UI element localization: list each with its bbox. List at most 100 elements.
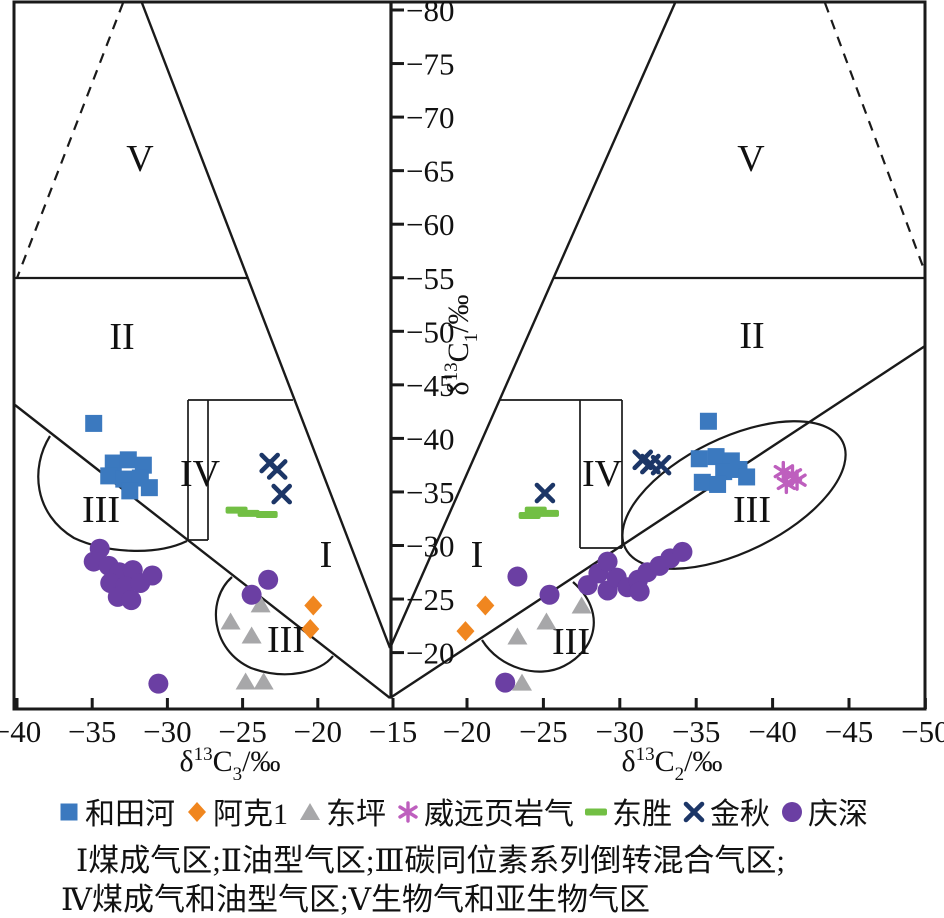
- point-square-left: [104, 454, 122, 472]
- caption-line-1: Ⅰ煤成气区;Ⅱ油型气区;Ⅲ碳同位素系列倒转混合气区;: [76, 843, 786, 878]
- point-square-right: [690, 450, 708, 468]
- circle-legend-icon: [782, 802, 802, 822]
- legend-label: 东胜: [612, 798, 672, 831]
- axis-ticks: [15, 8, 927, 709]
- y-tick-label: −45: [406, 368, 454, 403]
- point-square-left: [121, 482, 139, 500]
- point-circle-left: [121, 590, 142, 611]
- point-diamond-left: [304, 595, 323, 616]
- point-circle-right: [507, 566, 528, 587]
- y-tick-label: −75: [406, 47, 454, 82]
- point-diamond-right: [476, 595, 495, 616]
- point-square-left: [119, 451, 137, 469]
- point-triangle-left: [220, 612, 241, 630]
- point-asterisk-right: [787, 469, 807, 491]
- point-square-right: [693, 473, 711, 491]
- legend-label: 金秋: [710, 798, 770, 831]
- right-iii-lower-pocket: [481, 581, 595, 673]
- x-legend-icon: [683, 801, 705, 823]
- data-points: [83, 412, 807, 694]
- x-tick-label-right: −50: [901, 714, 944, 749]
- legend-item-6: 庆深: [779, 789, 868, 833]
- point-square-left: [134, 456, 152, 474]
- region-label-left-iii: III: [267, 619, 305, 661]
- x-tick-label-left: −40: [0, 714, 41, 749]
- right-ii-i-boundary-line: [388, 2, 677, 649]
- y-tick-label: −40: [406, 421, 454, 456]
- point-circle-right: [539, 584, 560, 605]
- point-square-right: [709, 475, 727, 493]
- region-label-right-iv: IV: [582, 453, 623, 495]
- region-label-right-i: I: [471, 534, 484, 576]
- x-axis-title-right: δ13C2/‰: [622, 744, 723, 782]
- right-v-region-dashed-line: [823, 2, 927, 273]
- left-i-iii-boundary-line: [14, 404, 391, 699]
- point-triangle-left: [253, 672, 274, 690]
- point-diamond-right: [456, 621, 475, 642]
- caption-line-2: Ⅳ煤成气和油型气区;Ⅴ生物气和亚生物气区: [61, 882, 650, 917]
- point-circle-left: [83, 551, 104, 572]
- point-triangle-left: [250, 595, 271, 613]
- asterisk-legend-icon: [398, 801, 418, 823]
- axis-titles: δ13C3/‰ δ13C2/‰ δ13C1/‰: [180, 295, 723, 783]
- point-triangle-left: [241, 626, 262, 644]
- y-tick-label: −20: [406, 636, 454, 671]
- x-tick-label-left: −20: [294, 714, 342, 749]
- point-circle-left: [258, 569, 279, 590]
- x-tick-label-left: −30: [143, 714, 191, 749]
- legend-item-5: 金秋: [681, 789, 770, 833]
- point-triangle-right: [512, 673, 533, 691]
- region-label-left-ii: II: [109, 316, 134, 358]
- point-triangle-right: [507, 627, 528, 645]
- legend-marker-dash: [585, 808, 607, 816]
- right-iii-ellipse: [621, 420, 847, 570]
- point-circle-left: [148, 673, 169, 694]
- point-circle-left: [142, 565, 163, 586]
- region-label-right-v: V: [737, 138, 765, 180]
- left-iv-region-box: [187, 399, 293, 541]
- legend-item-3: 威远页岩气: [395, 789, 574, 833]
- left-ii-i-boundary-line: [140, 2, 392, 649]
- x-axis-title-left: δ13C3/‰: [180, 744, 281, 782]
- point-x-left: [271, 483, 293, 505]
- x-tick-label-left: −25: [218, 714, 266, 749]
- left-iii-upper-pocket: [37, 435, 188, 552]
- point-circle-right: [597, 551, 618, 572]
- x-tick-label-left: −35: [68, 714, 116, 749]
- legend-marker-circle: [782, 802, 802, 822]
- square-legend-icon: [60, 803, 78, 821]
- plot-frame-and-boundaries: [12, 0, 927, 711]
- dash-legend-icon: [585, 808, 607, 816]
- point-triangle-right: [571, 596, 592, 614]
- point-circle-right: [672, 541, 693, 562]
- legend-marker-asterisk: [398, 801, 418, 823]
- point-square-right: [715, 463, 733, 481]
- x-tick-label-right: −25: [519, 714, 567, 749]
- point-dash-right: [518, 512, 541, 520]
- legend-item-1: 阿克1: [184, 789, 288, 833]
- point-circle-right: [629, 581, 650, 602]
- point-square-left: [85, 414, 103, 432]
- point-square-left: [100, 467, 118, 485]
- point-square-right: [738, 468, 756, 486]
- point-triangle-left: [235, 672, 256, 690]
- legend-item-4: 东胜: [583, 789, 672, 833]
- plot-border: [12, 0, 927, 711]
- legend-item-2: 东坪: [297, 789, 386, 833]
- y-axis-title: δ13C1/‰: [441, 295, 482, 396]
- y-tick-label: −70: [406, 100, 454, 135]
- point-dash-left: [255, 510, 278, 518]
- y-tick-label: −50: [406, 314, 454, 349]
- point-square-right: [707, 448, 725, 466]
- legend: 和田河 阿克1 东坪 威远页岩气 东胜 金秋 庆深: [56, 789, 936, 833]
- y-tick-label: −55: [406, 261, 454, 296]
- legend-item-0: 和田河: [56, 789, 175, 833]
- point-dash-right: [536, 509, 559, 517]
- point-triangle-right: [536, 612, 557, 630]
- x-tick-label-right: −30: [596, 714, 644, 749]
- point-circle-left: [241, 584, 262, 605]
- point-square-right: [699, 412, 717, 430]
- x-tick-label-right: −40: [748, 714, 796, 749]
- region-label-left-iii: III: [82, 489, 120, 531]
